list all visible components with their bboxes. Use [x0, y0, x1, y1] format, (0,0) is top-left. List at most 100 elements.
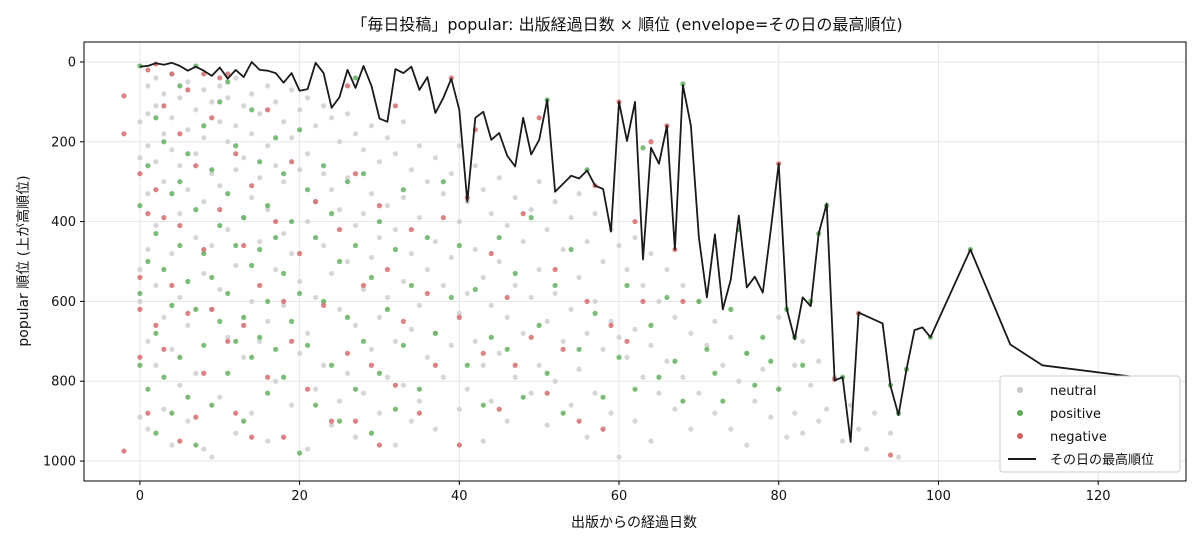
point-negative: [177, 222, 183, 229]
point-neutral: [616, 334, 622, 340]
point-neutral: [712, 318, 718, 324]
point-positive: [177, 179, 183, 185]
point-neutral: [304, 95, 311, 101]
point-neutral: [336, 207, 343, 213]
plot-frame: [83, 41, 1187, 482]
point-neutral: [488, 398, 494, 404]
point-positive: [209, 167, 215, 173]
point-neutral: [504, 418, 510, 424]
point-neutral: [265, 143, 271, 149]
point-neutral: [408, 167, 415, 173]
point-negative: [408, 226, 415, 233]
point-neutral: [304, 446, 311, 452]
point-neutral: [312, 294, 319, 301]
point-neutral: [281, 179, 287, 185]
point-negative: [233, 410, 239, 416]
point-positive: [488, 334, 494, 340]
point-neutral: [728, 334, 734, 340]
point-neutral: [448, 342, 454, 348]
point-neutral: [137, 155, 143, 161]
point-positive: [281, 270, 287, 277]
point-positive: [600, 394, 606, 400]
point-positive: [145, 163, 151, 169]
point-neutral: [488, 302, 494, 308]
point-positive: [704, 346, 710, 352]
point-negative: [328, 418, 335, 424]
point-neutral: [161, 131, 167, 137]
point-positive: [193, 207, 199, 213]
point-neutral: [688, 330, 694, 336]
point-neutral: [217, 183, 223, 189]
series-negative: [121, 61, 894, 458]
point-neutral: [552, 378, 558, 384]
point-neutral: [392, 338, 399, 344]
point-neutral: [265, 438, 271, 444]
point-negative: [177, 438, 183, 444]
point-neutral: [895, 454, 902, 460]
point-negative: [241, 242, 247, 249]
point-neutral: [177, 211, 183, 217]
point-neutral: [392, 151, 399, 157]
point-neutral: [304, 330, 311, 336]
point-neutral: [360, 390, 367, 396]
point-neutral: [472, 338, 478, 344]
point-negative: [640, 298, 646, 305]
point-neutral: [209, 242, 215, 249]
point-negative: [145, 67, 151, 73]
point-positive: [320, 163, 327, 169]
point-negative: [600, 426, 606, 432]
point-positive: [209, 274, 215, 281]
point-neutral: [225, 226, 231, 233]
point-positive: [504, 346, 510, 352]
point-neutral: [249, 410, 255, 416]
point-neutral: [368, 254, 375, 261]
x-tick-label: 80: [770, 489, 787, 504]
point-negative: [169, 71, 175, 77]
point-neutral: [456, 143, 462, 149]
point-neutral: [871, 410, 878, 416]
point-neutral: [536, 362, 542, 368]
point-neutral: [145, 143, 151, 149]
point-negative: [560, 346, 566, 352]
point-positive: [456, 242, 462, 249]
point-neutral: [536, 179, 542, 185]
point-neutral: [496, 258, 502, 265]
point-positive: [552, 282, 558, 289]
point-neutral: [376, 159, 383, 165]
point-neutral: [712, 410, 718, 416]
point-positive: [233, 338, 239, 344]
point-neutral: [520, 238, 526, 245]
point-neutral: [608, 410, 614, 416]
point-neutral: [784, 434, 790, 440]
point-negative: [217, 207, 223, 213]
point-negative: [121, 448, 127, 454]
point-neutral: [241, 155, 247, 161]
point-negative: [241, 322, 247, 328]
point-positive: [257, 334, 263, 340]
x-tick-label: 20: [291, 489, 308, 504]
point-positive: [137, 203, 143, 209]
point-neutral: [640, 374, 646, 380]
point-negative: [161, 215, 167, 221]
point-positive: [640, 145, 646, 151]
point-neutral: [768, 414, 774, 420]
point-negative: [249, 183, 255, 189]
point-neutral: [792, 410, 798, 416]
point-negative: [424, 290, 430, 297]
point-negative: [209, 115, 215, 121]
point-neutral: [217, 119, 223, 125]
point-neutral: [209, 99, 215, 105]
point-neutral: [408, 326, 415, 332]
point-neutral: [624, 354, 630, 360]
point-neutral: [887, 430, 894, 436]
point-negative: [632, 218, 638, 225]
point-positive: [145, 258, 151, 265]
point-neutral: [704, 342, 710, 348]
point-neutral: [344, 258, 351, 265]
point-negative: [416, 410, 422, 416]
point-negative: [552, 266, 558, 273]
point-neutral: [384, 294, 391, 301]
point-positive: [352, 75, 359, 81]
point-positive: [249, 262, 255, 269]
